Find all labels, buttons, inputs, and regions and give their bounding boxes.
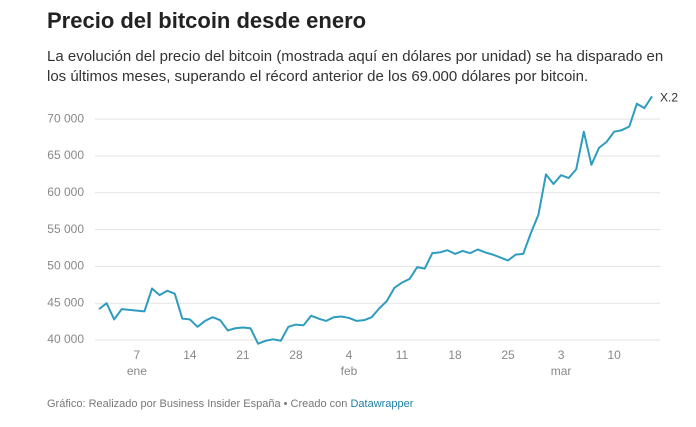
chart-subtitle: La evolución del precio del bitcoin (mos… — [47, 48, 664, 85]
source: Gráfico: Realizado por Business Insider … — [47, 398, 348, 410]
x-tick-label: 18 — [448, 348, 462, 362]
chart-title: Precio del bitcoin desde enero — [47, 8, 367, 33]
footer: Gráfico: Realizado por Business Insider … — [47, 398, 413, 410]
y-tick-label: 55 000 — [47, 222, 84, 236]
y-tick-label: 70 000 — [47, 111, 84, 125]
y-tick-label: 50 000 — [47, 259, 84, 273]
line — [98, 95, 653, 345]
x-tick-label: 10 — [607, 348, 621, 362]
x-month-label: ene — [127, 364, 147, 378]
x-tick-label: 7 — [134, 348, 141, 362]
line-label: X.2 — [660, 91, 678, 105]
y-tick-label: 45 000 — [47, 295, 84, 309]
y-tick-label: 65 000 — [47, 148, 84, 162]
y-tick-label: 60 000 — [47, 185, 84, 199]
x-month-label: feb — [341, 364, 358, 378]
x-tick-label: 21 — [236, 348, 250, 362]
x-tick-label: 25 — [501, 348, 515, 362]
y-tick-label: 40 000 — [47, 332, 84, 346]
x-tick-label: 3 — [558, 348, 565, 362]
x-tick-label: 14 — [183, 348, 197, 362]
x-tick-label: 4 — [346, 348, 353, 362]
x-tick-label: 28 — [289, 348, 303, 362]
x-month-label: mar — [551, 364, 572, 378]
credit-link[interactable]: Datawrapper — [350, 398, 414, 410]
x-tick-label: 11 — [396, 348, 409, 362]
